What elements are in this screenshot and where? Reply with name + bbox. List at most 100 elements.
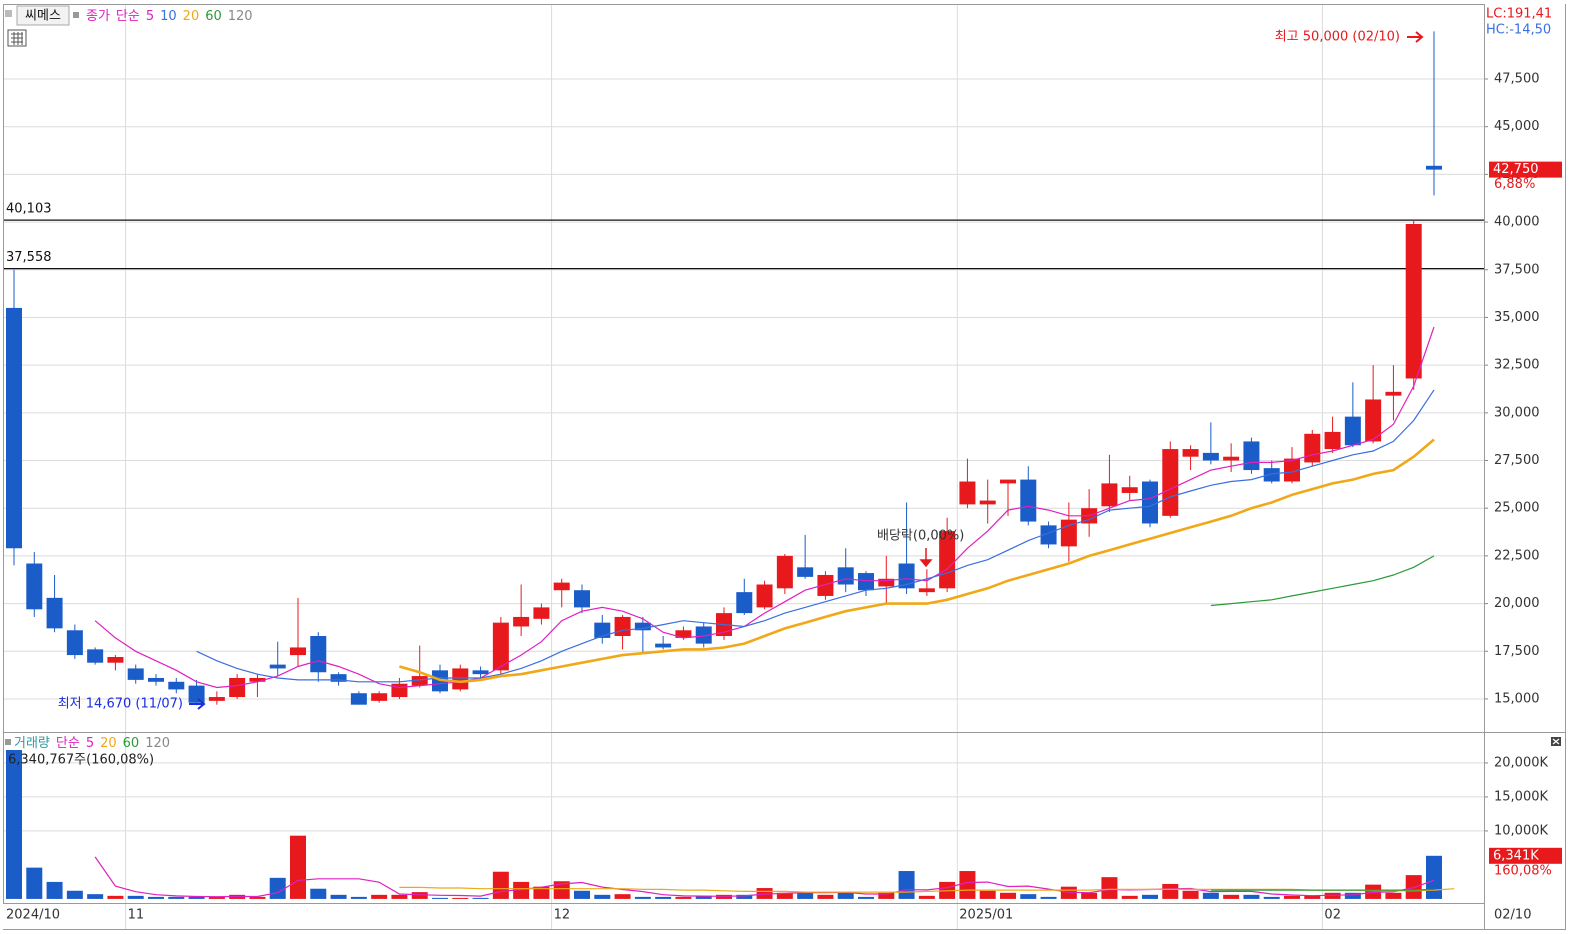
candle-body — [1000, 479, 1016, 484]
y-tick-label: 47,500 — [1494, 72, 1540, 87]
y-tick-label: 20,000 — [1494, 596, 1540, 611]
candle-body — [918, 588, 935, 593]
volume-bar — [432, 897, 448, 899]
volume-bar — [46, 881, 63, 899]
volume-bar — [411, 892, 428, 899]
volume-bar — [208, 896, 225, 899]
candle-body — [858, 573, 874, 591]
volume-bar — [959, 871, 976, 899]
candle-body — [391, 683, 408, 698]
volume-bar — [817, 894, 834, 899]
volume-bar — [188, 896, 205, 899]
volume-bar — [898, 871, 915, 899]
y-tick-label: 27,500 — [1494, 453, 1540, 468]
candle-body — [513, 616, 530, 627]
y-tick-label: 22,500 — [1494, 548, 1540, 563]
candle-body — [310, 636, 327, 673]
candle-body — [1020, 479, 1037, 522]
candle-body — [107, 656, 124, 663]
last-value-label: 42,750 — [1493, 162, 1539, 177]
y-tick-label: 45,000 — [1494, 119, 1540, 134]
candle-body — [371, 693, 388, 701]
legend-method: 단순 — [56, 736, 80, 751]
volume-bar — [1101, 877, 1118, 899]
candle-body — [26, 563, 43, 610]
candle-body — [330, 674, 347, 682]
y-tick-label: 30,000 — [1494, 405, 1540, 420]
stock-name-box[interactable] — [16, 5, 70, 26]
last-value-label: 6,341K — [1493, 848, 1539, 863]
stock-name[interactable]: 씨메스 — [25, 9, 61, 24]
volume-bar — [594, 894, 611, 899]
y-tick-label: 15,000K — [1494, 789, 1548, 804]
legend-entry: 20 — [183, 9, 200, 24]
candle-body — [168, 681, 185, 690]
close-panel-icon — [1552, 738, 1560, 745]
last-change-label: 160,08% — [1494, 863, 1552, 878]
volume-bar — [918, 895, 935, 899]
candle-body — [1142, 481, 1158, 524]
candle-body — [736, 592, 753, 614]
candle-body — [87, 649, 104, 663]
legend-icon[interactable] — [5, 10, 12, 17]
volume-bar — [107, 895, 124, 899]
ex-dividend-annotation: 배당락(0,00%) — [877, 529, 964, 544]
candle-body — [533, 607, 550, 619]
volume-bar — [1000, 892, 1016, 899]
y-tick-label: 37,500 — [1494, 262, 1540, 277]
ex-dividend-arrow — [919, 548, 933, 568]
volume-bar — [614, 894, 631, 899]
candle-body — [695, 626, 712, 644]
low-annotation: 최저 14,670 (11/07) — [58, 697, 183, 712]
candle-body — [594, 622, 611, 638]
legend-entry: 10 — [160, 9, 177, 24]
x-end-label: 02/10 — [1494, 908, 1531, 923]
candle-body — [655, 643, 672, 648]
volume-bar — [1344, 892, 1361, 899]
plot-frame — [3, 4, 1485, 904]
volume-bar — [26, 867, 43, 899]
ma-line — [1210, 888, 1435, 891]
x-tick-label: 11 — [128, 908, 145, 923]
volume-bar — [492, 871, 509, 899]
ma-line — [399, 886, 1455, 893]
legend-entry: 60 — [123, 736, 140, 751]
mark-layer — [4, 31, 1484, 899]
candle-body — [1263, 468, 1280, 482]
volume-bar — [168, 896, 185, 899]
volume-bar — [350, 896, 367, 899]
volume-bar — [391, 894, 408, 899]
last-change-label: 6,88% — [1494, 177, 1535, 192]
volume-bar — [837, 892, 854, 899]
candle-body — [1385, 391, 1402, 396]
candle-body — [817, 574, 834, 596]
candle-body — [1324, 431, 1341, 450]
legend-prefix: 종가 — [86, 9, 110, 24]
volume-bar — [1365, 884, 1382, 899]
ma-line — [94, 326, 1435, 689]
candle-body — [1365, 399, 1382, 442]
candle-body — [898, 563, 915, 589]
grid-layer — [4, 5, 1488, 930]
candle-body — [269, 664, 286, 669]
hc-label: HC:-14,50 — [1486, 23, 1551, 38]
candle-body — [492, 622, 509, 671]
volume-bar — [533, 886, 550, 899]
candle-body — [188, 685, 205, 703]
x-tick-label: 2024/10 — [6, 908, 60, 923]
y-tick-label: 40,000 — [1494, 215, 1540, 230]
candle-body — [553, 582, 570, 591]
y-tick-label: 17,500 — [1494, 644, 1540, 659]
candle-body — [229, 677, 246, 698]
candle-body — [675, 630, 692, 638]
high-annotation: 최고 50,000 (02/10) — [1275, 30, 1400, 45]
low-arrow — [189, 698, 206, 710]
candle-body — [1243, 441, 1260, 471]
candle-body — [797, 567, 814, 577]
candle-body — [411, 676, 428, 686]
volume-bar — [290, 835, 306, 899]
volume-bar — [1142, 894, 1158, 899]
legend-entry: 5 — [146, 9, 154, 24]
